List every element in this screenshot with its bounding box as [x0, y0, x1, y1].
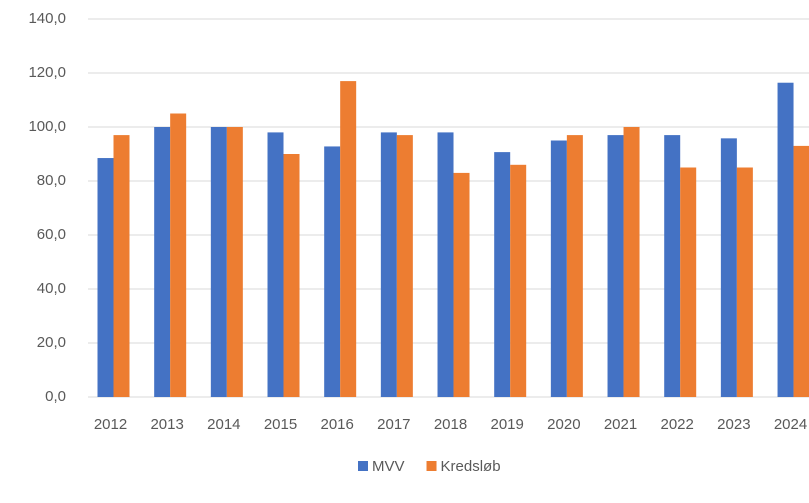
y-tick-label: 140,0 [28, 10, 66, 27]
y-tick-label: 100,0 [28, 118, 66, 135]
bar [396, 135, 413, 397]
x-tick-label: 2019 [491, 416, 524, 433]
bar [680, 167, 697, 397]
bar [494, 152, 511, 397]
x-tick-label: 2016 [320, 416, 353, 433]
y-tick-label: 60,0 [37, 226, 66, 243]
legend-swatch [426, 461, 437, 471]
bar [510, 164, 527, 397]
x-tick-label: 2024 [774, 416, 807, 433]
x-tick-label: 2012 [94, 416, 127, 433]
bar [566, 135, 583, 397]
bar [793, 145, 809, 397]
x-tick-label: 2015 [264, 416, 297, 433]
bar [550, 140, 567, 397]
bar [736, 167, 753, 397]
legend-label: Kredsløb [441, 458, 501, 475]
x-tick-label: 2023 [717, 416, 750, 433]
y-tick-label: 20,0 [37, 334, 66, 351]
bar [720, 138, 737, 397]
y-tick-label: 80,0 [37, 172, 66, 189]
y-tick-label: 0,0 [45, 388, 66, 405]
bar [380, 132, 397, 397]
y-tick-label: 120,0 [28, 64, 66, 81]
bar [623, 127, 640, 397]
bar [664, 135, 681, 397]
x-tick-label: 2013 [150, 416, 183, 433]
legend-swatch [358, 461, 368, 471]
x-tick-label: 2022 [661, 416, 694, 433]
legend-label: MVV [372, 458, 405, 475]
bar [777, 82, 794, 397]
bar [340, 81, 357, 397]
bar [283, 154, 300, 397]
x-tick-label: 2021 [604, 416, 637, 433]
bar [267, 132, 284, 397]
bar [453, 172, 470, 397]
bar [226, 127, 243, 397]
bar [324, 146, 341, 397]
bar [210, 127, 227, 397]
bar [437, 132, 454, 397]
bar [97, 158, 114, 397]
y-tick-label: 40,0 [37, 280, 66, 297]
x-tick-label: 2014 [207, 416, 240, 433]
bar [113, 135, 130, 397]
bar [154, 127, 171, 397]
bar [170, 113, 187, 397]
x-tick-label: 2018 [434, 416, 467, 433]
bar [607, 135, 624, 397]
x-tick-label: 2017 [377, 416, 410, 433]
x-tick-label: 2020 [547, 416, 580, 433]
